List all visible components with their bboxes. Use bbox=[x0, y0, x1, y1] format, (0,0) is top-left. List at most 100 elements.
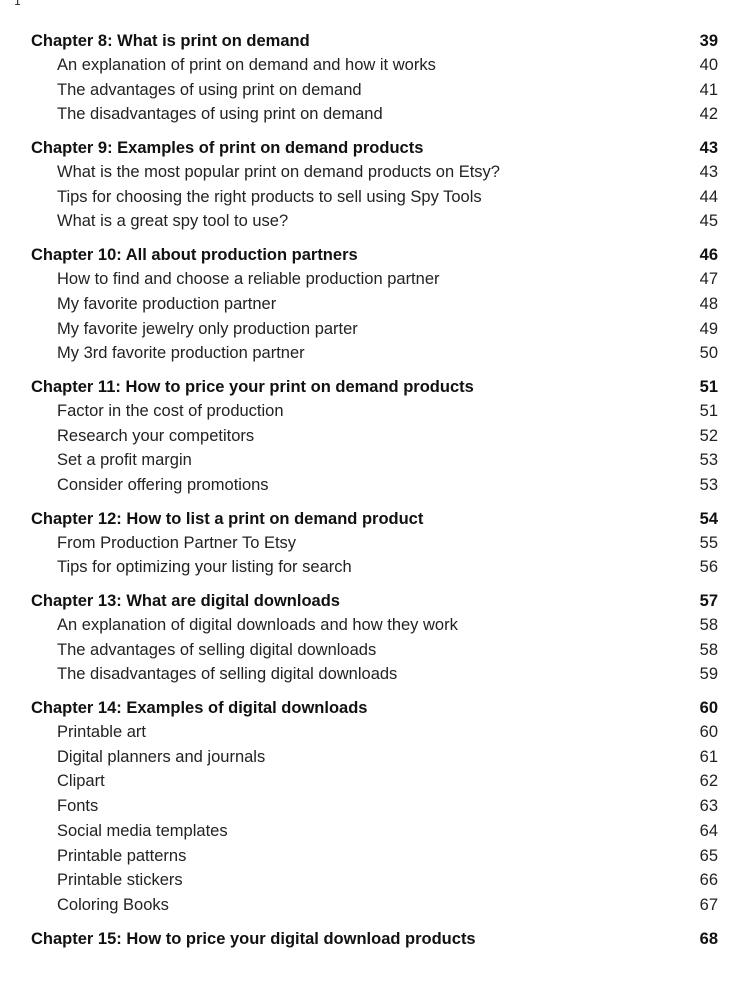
toc-entry-title: Printable stickers bbox=[57, 871, 183, 890]
toc-entry[interactable]: Printable patterns 65 bbox=[31, 844, 718, 869]
toc-page-number: 51 bbox=[699, 401, 718, 420]
toc-chapter-title: Chapter 13: What are digital downloads bbox=[31, 592, 340, 610]
toc-page-number: 46 bbox=[699, 246, 718, 265]
toc-entry-title: Research your competitors bbox=[57, 426, 255, 445]
toc-chapter-heading[interactable]: Chapter 9: Examples of print on demand p… bbox=[31, 137, 718, 160]
toc-page-number: 40 bbox=[699, 56, 718, 74]
toc-entry[interactable]: What is a great spy tool to use? 45 bbox=[31, 209, 718, 234]
toc-entry[interactable]: How to find and choose a reliable produc… bbox=[31, 267, 718, 292]
toc-entry[interactable]: Fonts 63 bbox=[31, 794, 718, 819]
toc-page-number: 43 bbox=[699, 163, 718, 182]
toc-entry[interactable]: Coloring Books 67 bbox=[31, 893, 718, 918]
toc-entry[interactable]: An explanation of digital downloads and … bbox=[31, 613, 718, 638]
toc-chapter-title: Chapter 15: How to price your digital do… bbox=[31, 929, 476, 948]
toc-entry[interactable]: Printable stickers 66 bbox=[31, 868, 718, 893]
toc-chapter-title: Chapter 9: Examples of print on demand p… bbox=[31, 139, 424, 158]
toc-entry[interactable]: Printable art 60 bbox=[31, 720, 718, 745]
toc-entry[interactable]: Research your competitors 52 bbox=[31, 424, 718, 449]
toc-entry-title: Set a profit margin bbox=[57, 451, 192, 470]
toc-entry[interactable]: Social media templates 64 bbox=[31, 819, 718, 844]
toc-entry-title: Tips for optimizing your listing for sea… bbox=[57, 558, 352, 577]
toc-entry-title: My 3rd favorite production partner bbox=[57, 344, 305, 363]
toc-chapter-title: Chapter 8: What is print on demand bbox=[31, 32, 310, 50]
toc-page-number: 58 bbox=[699, 640, 718, 659]
toc-page-number: 61 bbox=[699, 747, 718, 766]
toc-entry[interactable]: My favorite jewelry only production part… bbox=[31, 317, 718, 342]
toc-entry[interactable]: My 3rd favorite production partner 50 bbox=[31, 341, 718, 366]
toc-chapter: Chapter 13: What are digital downloads 57… bbox=[31, 590, 718, 687]
toc-entry[interactable]: The advantages of selling digital downlo… bbox=[31, 638, 718, 663]
toc-entry[interactable]: The advantages of using print on demand 4… bbox=[31, 78, 718, 103]
toc-page-number: 48 bbox=[699, 294, 718, 313]
toc-page-number: 68 bbox=[699, 929, 718, 948]
toc-page-number: 54 bbox=[699, 509, 718, 528]
toc-page-number: 59 bbox=[699, 665, 718, 684]
toc-entry-title: My favorite production partner bbox=[57, 294, 277, 313]
toc-page-number: 62 bbox=[699, 772, 718, 791]
toc-entry[interactable]: Tips for choosing the right products to … bbox=[31, 185, 718, 210]
toc-chapter-title: Chapter 12: How to list a print on deman… bbox=[31, 509, 424, 528]
toc-entry-title: Digital planners and journals bbox=[57, 747, 266, 766]
toc-entry[interactable]: What is the most popular print on demand… bbox=[31, 160, 718, 185]
toc-entry[interactable]: An explanation of print on demand and ho… bbox=[31, 53, 718, 78]
toc-entry[interactable]: The disadvantages of selling digital dow… bbox=[31, 662, 718, 687]
toc-entry[interactable]: From Production Partner To Etsy 55 bbox=[31, 531, 718, 556]
toc-page-number: 52 bbox=[699, 426, 718, 445]
toc-page-number: 64 bbox=[699, 821, 718, 840]
toc-entry[interactable]: My favorite production partner 48 bbox=[31, 292, 718, 317]
toc-chapter-heading[interactable]: Chapter 10: All about production partner… bbox=[31, 244, 718, 267]
toc-entry-title: Factor in the cost of production bbox=[57, 401, 284, 420]
toc-page-number: 39 bbox=[699, 32, 718, 50]
toc-page-number: 55 bbox=[699, 533, 718, 552]
toc-entry-title: An explanation of digital downloads and … bbox=[57, 616, 458, 634]
toc-entry[interactable]: Set a profit margin 53 bbox=[31, 448, 718, 473]
toc-entry-title: The disadvantages of using print on dema… bbox=[57, 105, 383, 124]
toc-chapter-title: Chapter 11: How to price your print on d… bbox=[31, 377, 474, 396]
toc-page-number: 67 bbox=[699, 895, 718, 914]
toc-page-number: 41 bbox=[699, 80, 718, 99]
toc-entry-title: Printable art bbox=[57, 723, 146, 742]
toc-page-number: 49 bbox=[699, 319, 718, 338]
toc-entry-title: Clipart bbox=[57, 772, 105, 791]
toc-page-number: 60 bbox=[699, 699, 718, 718]
toc-entry[interactable]: Tips for optimizing your listing for sea… bbox=[31, 555, 718, 580]
toc-entry-title: What is a great spy tool to use? bbox=[57, 212, 289, 231]
toc-chapter-title: Chapter 10: All about production partner… bbox=[31, 246, 358, 265]
toc-entry[interactable]: Digital planners and journals 61 bbox=[31, 745, 718, 770]
toc-entry-title: What is the most popular print on demand… bbox=[57, 163, 500, 182]
toc-entry[interactable]: The disadvantages of using print on dema… bbox=[31, 102, 718, 127]
toc-page-number: 63 bbox=[699, 797, 718, 816]
toc-page-number: 53 bbox=[699, 451, 718, 470]
toc-entry-title: Social media templates bbox=[57, 821, 228, 840]
toc-entry-title: My favorite jewelry only production part… bbox=[57, 319, 358, 338]
toc-chapter-heading[interactable]: Chapter 13: What are digital downloads 57 bbox=[31, 590, 718, 613]
toc-chapter: Chapter 8: What is print on demand 39 An e… bbox=[31, 30, 718, 127]
toc-page-number: 53 bbox=[699, 475, 718, 494]
toc-chapter-heading[interactable]: Chapter 11: How to price your print on d… bbox=[31, 376, 718, 399]
toc-page-number: 60 bbox=[699, 723, 718, 742]
toc-entry[interactable]: Consider offering promotions 53 bbox=[31, 473, 718, 498]
toc-page-number: 42 bbox=[699, 105, 718, 124]
toc-entry[interactable]: Clipart 62 bbox=[31, 769, 718, 794]
toc-page-number: 47 bbox=[699, 270, 718, 289]
toc-chapter-heading[interactable]: Chapter 14: Examples of digital download… bbox=[31, 697, 718, 720]
toc-entry-title: Fonts bbox=[57, 797, 99, 816]
toc-entry-title: How to find and choose a reliable produc… bbox=[57, 270, 440, 289]
toc-chapter: Chapter 9: Examples of print on demand p… bbox=[31, 137, 718, 234]
toc-entry[interactable]: Factor in the cost of production 51 bbox=[31, 399, 718, 424]
toc-entry-title: Coloring Books bbox=[57, 895, 169, 914]
toc-page-number: 58 bbox=[699, 616, 718, 634]
toc-chapter-heading[interactable]: Chapter 8: What is print on demand 39 bbox=[31, 30, 718, 53]
toc-entry-title: Tips for choosing the right products to … bbox=[57, 187, 482, 206]
toc-chapter-title: Chapter 14: Examples of digital download… bbox=[31, 699, 368, 718]
toc-page-number: 44 bbox=[699, 187, 718, 206]
toc-chapter: Chapter 11: How to price your print on d… bbox=[31, 376, 718, 498]
toc-page-number: 66 bbox=[699, 871, 718, 890]
toc-page-number: 43 bbox=[699, 139, 718, 158]
toc-entry-title: Printable patterns bbox=[57, 846, 187, 865]
table-of-contents: Chapter 8: What is print on demand 39 An e… bbox=[31, 30, 718, 961]
toc-page-number: 57 bbox=[699, 592, 718, 610]
toc-chapter-heading[interactable]: Chapter 15: How to price your digital do… bbox=[31, 928, 718, 951]
toc-chapter-heading[interactable]: Chapter 12: How to list a print on deman… bbox=[31, 508, 718, 531]
toc-page-number: 45 bbox=[699, 212, 718, 231]
